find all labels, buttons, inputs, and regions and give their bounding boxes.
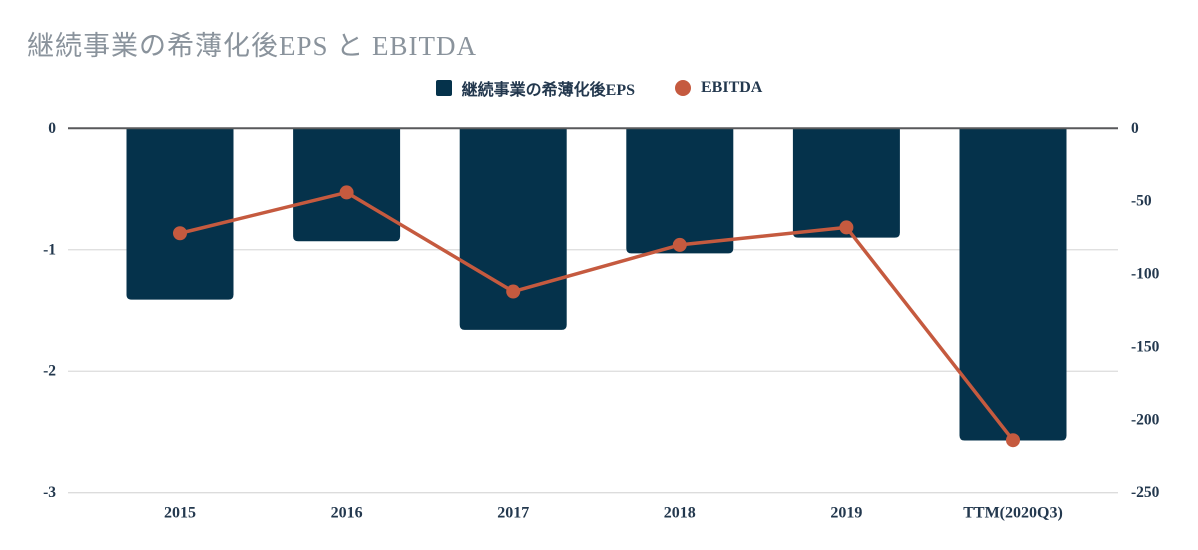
ebitda-point-2019[interactable] xyxy=(839,220,854,235)
ebitda-line xyxy=(179,190,1015,442)
x-axis-label-2017: 2017 xyxy=(497,505,529,522)
x-axis-label-2019: 2019 xyxy=(830,505,862,522)
left-axis-tick-0: 0 xyxy=(48,120,56,137)
ebitda-legend-circle-icon xyxy=(675,80,691,96)
ebitda-point-ttm-2020q3[interactable] xyxy=(1006,433,1020,448)
right-axis-tick--50: -50 xyxy=(1131,193,1152,210)
legend-label-ebitda: EBITDA xyxy=(701,79,763,96)
ebitda-point-2017[interactable] xyxy=(506,284,521,299)
bar-2019[interactable] xyxy=(792,128,900,238)
bar-2017[interactable] xyxy=(459,128,567,330)
bar-2015[interactable] xyxy=(126,128,234,300)
x-axis-label-ttm-2020q3: TTM(2020Q3) xyxy=(963,505,1063,522)
right-axis-tick--250: -250 xyxy=(1131,484,1160,501)
right-axis-tick--150: -150 xyxy=(1131,338,1160,355)
legend-label-eps: 継続事業の希薄化後EPS xyxy=(461,82,635,99)
left-axis-tick--2: -2 xyxy=(43,363,56,380)
bar-ttm-2020q3[interactable] xyxy=(959,128,1067,441)
x-axis-label-2015: 2015 xyxy=(164,505,196,522)
ebitda-point-2015[interactable] xyxy=(173,226,187,241)
left-axis-tick--1: -1 xyxy=(43,241,56,258)
x-axis-label-2018: 2018 xyxy=(664,505,696,522)
legend-item-ebitda[interactable]: EBITDA xyxy=(675,79,762,97)
chart-title: 継続事業の希薄化後EPS と EBITDA xyxy=(27,31,478,61)
bar-2016[interactable] xyxy=(293,128,401,242)
left-axis-tick--3: -3 xyxy=(43,484,56,501)
legend-item-eps[interactable]: 継続事業の希薄化後EPS xyxy=(435,76,635,100)
legend: 継続事業の希薄化後EPS EBITDA xyxy=(0,76,1198,100)
ebitda-point-2016[interactable] xyxy=(339,185,354,200)
ebitda-point-2018[interactable] xyxy=(672,237,687,252)
right-axis-tick--100: -100 xyxy=(1131,266,1160,283)
x-axis-label-2016: 2016 xyxy=(331,505,363,522)
bar-2018[interactable] xyxy=(626,128,734,254)
right-axis-tick--200: -200 xyxy=(1131,411,1160,428)
eps-legend-square-icon xyxy=(435,80,452,96)
right-axis-tick-0: 0 xyxy=(1131,120,1139,137)
